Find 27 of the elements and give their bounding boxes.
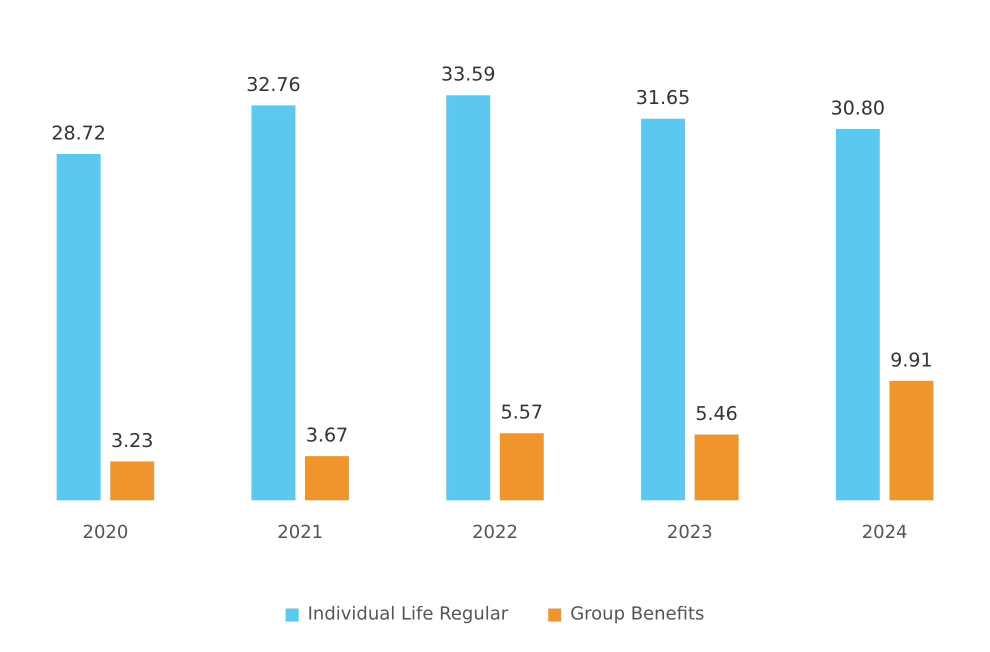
bar bbox=[641, 118, 685, 500]
data-label: 31.65 bbox=[636, 87, 690, 110]
bar bbox=[110, 461, 154, 500]
bar bbox=[500, 433, 544, 500]
x-tick-label: 2023 bbox=[666, 522, 713, 543]
data-label: 3.23 bbox=[111, 430, 154, 452]
data-label: 9.91 bbox=[890, 349, 933, 372]
legend-label: Group Benefits bbox=[570, 604, 704, 625]
x-tick-label: 2022 bbox=[472, 522, 518, 543]
x-tick-label: 2024 bbox=[862, 522, 908, 543]
x-tick-label: 2020 bbox=[82, 522, 128, 543]
data-label: 33.59 bbox=[441, 64, 496, 86]
bar bbox=[836, 128, 880, 500]
bar bbox=[305, 456, 349, 500]
x-tick-label: 2021 bbox=[277, 522, 324, 543]
bar bbox=[56, 154, 101, 500]
data-label: 3.67 bbox=[306, 424, 348, 447]
bar bbox=[251, 105, 296, 500]
data-label: 32.76 bbox=[246, 74, 301, 96]
data-label: 28.72 bbox=[51, 122, 106, 144]
data-label: 30.80 bbox=[830, 97, 886, 120]
data-label: 5.57 bbox=[500, 402, 543, 424]
bar bbox=[694, 434, 739, 500]
bar bbox=[889, 380, 934, 500]
legend-label: Individual Life Regular bbox=[308, 604, 509, 625]
data-label: 5.46 bbox=[695, 402, 738, 425]
bar bbox=[446, 95, 490, 500]
